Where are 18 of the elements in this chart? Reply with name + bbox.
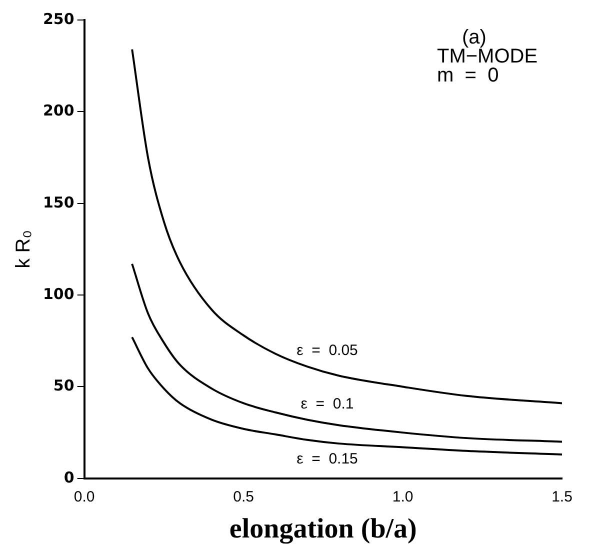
y-tick-label: 0 [64,468,74,486]
x-tick-label: 1.5 [552,488,572,506]
x-axis-title: elongation (b/a) [229,513,417,544]
y-tick-label: 50 [53,376,74,395]
y-tick-label: 200 [43,102,74,120]
x-tick-label: 1.0 [392,488,414,506]
x-tick-label: 0.0 [74,488,95,506]
series-label: ε = 0.15 [296,450,358,468]
line-series [131,262,562,443]
series-label: ε = 0.05 [296,342,358,360]
series-label: ε = 0.1 [300,395,354,412]
y-tick-label: 100 [43,284,74,303]
x-tick-label: 0.5 [233,488,254,506]
y-axis-title: k R₀ [12,230,35,268]
y-tick-label: 250 [43,10,74,28]
annotation: (a) [462,26,486,49]
y-tick-label: 150 [43,193,74,212]
annotation: m = 0 [437,64,499,87]
